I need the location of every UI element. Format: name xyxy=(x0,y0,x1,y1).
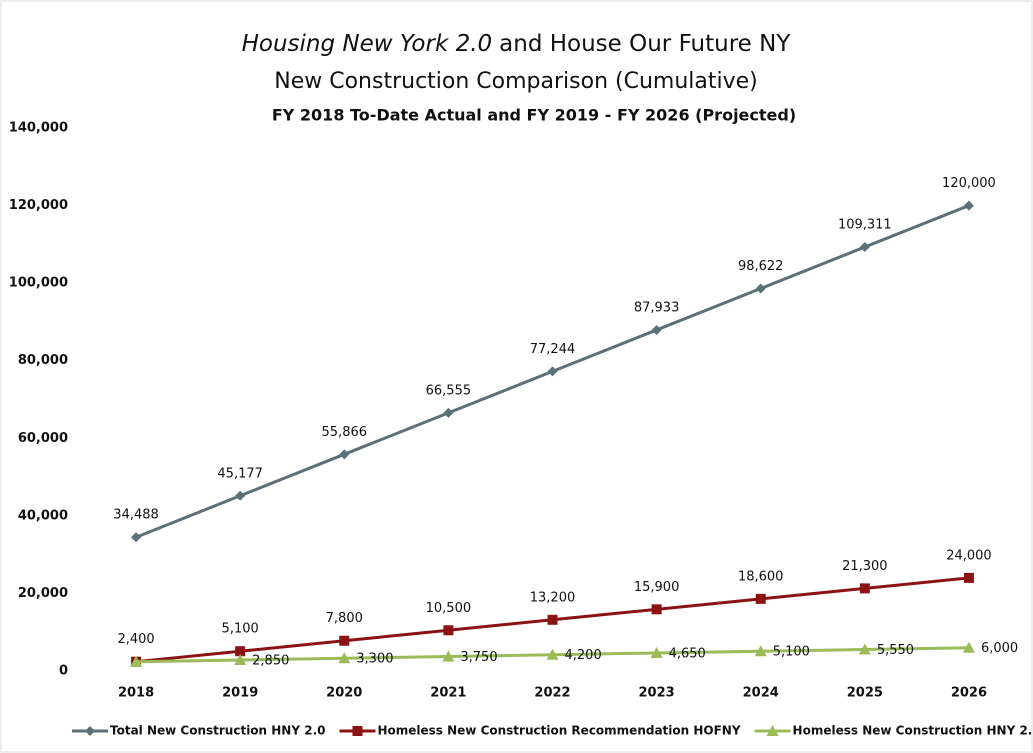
data-label: 120,000 xyxy=(942,176,996,191)
data-label: 4,200 xyxy=(565,648,602,663)
x-tick-label: 2026 xyxy=(951,686,987,701)
chart-title: Housing New York 2.0 and House Our Future… xyxy=(242,31,792,57)
data-label: 45,177 xyxy=(217,466,263,481)
marker xyxy=(443,407,454,418)
y-tick-label: 80,000 xyxy=(18,353,68,368)
marker xyxy=(859,242,870,253)
series: 34,488 45,177 55,866 66,555 77,244 87,933 98,6… xyxy=(113,176,996,543)
marker xyxy=(755,593,766,604)
marker xyxy=(442,650,455,662)
data-label: 3,300 xyxy=(356,652,393,667)
marker xyxy=(235,490,246,501)
marker xyxy=(962,641,975,653)
marker xyxy=(131,532,142,543)
y-tick-label: 140,000 xyxy=(9,121,68,136)
series: 2,850 3,300 3,750 4,200 4,650 5,100 5,550 6,000 xyxy=(130,641,1018,668)
data-label: 7,800 xyxy=(326,611,363,626)
y-tick-label: 40,000 xyxy=(18,508,68,523)
x-tick-label: 2019 xyxy=(222,686,258,701)
marker xyxy=(547,366,558,377)
x-tick-label: 2018 xyxy=(118,686,154,701)
marker xyxy=(858,643,871,655)
title-rest: and House Our Future NY xyxy=(499,31,791,57)
y-tick-label: 100,000 xyxy=(9,276,68,291)
data-label: 5,100 xyxy=(222,622,259,637)
data-label: 21,300 xyxy=(842,559,888,574)
title-italic: Housing New York 2.0 xyxy=(242,31,493,57)
marker xyxy=(443,625,454,636)
data-label: 2,400 xyxy=(117,632,154,647)
marker xyxy=(338,652,351,664)
marker xyxy=(651,324,662,335)
marker xyxy=(755,283,766,294)
x-tick-label: 2025 xyxy=(847,686,883,701)
y-tick-label: 20,000 xyxy=(18,586,68,601)
x-tick-label: 2024 xyxy=(743,686,779,701)
marker xyxy=(547,614,558,625)
marker xyxy=(235,646,246,657)
marker xyxy=(546,648,559,660)
x-tick-label: 2022 xyxy=(534,686,570,701)
y-tick-label: 0 xyxy=(59,664,68,679)
data-label: 55,866 xyxy=(322,425,368,440)
data-label: 15,900 xyxy=(634,580,680,595)
y-tick-label: 120,000 xyxy=(9,198,68,213)
series: 2,400 5,100 7,800 10,500 13,200 15,900 18,600 2… xyxy=(117,548,992,667)
data-label: 98,622 xyxy=(738,259,784,274)
data-label: 24,000 xyxy=(946,548,992,563)
data-label: 4,650 xyxy=(669,646,706,661)
legend-label: Homeless New Construction HNY 2.0 xyxy=(793,724,1033,738)
marker xyxy=(352,726,363,736)
chart-subtitle: New Construction Comparison (Cumulative) xyxy=(274,69,758,94)
legend-label: Total New Construction HNY 2.0 xyxy=(110,724,325,738)
x-tick-label: 2021 xyxy=(430,686,466,701)
marker xyxy=(339,449,350,460)
data-label: 13,200 xyxy=(530,590,576,605)
marker xyxy=(963,572,974,583)
data-label: 109,311 xyxy=(838,218,892,233)
data-label: 2,850 xyxy=(252,653,289,668)
x-tick-label: 2023 xyxy=(639,686,675,701)
marker xyxy=(85,726,95,736)
data-label: 6,000 xyxy=(981,641,1018,656)
marker xyxy=(650,646,663,658)
marker xyxy=(754,645,767,657)
chart-subtitle: FY 2018 To-Date Actual and FY 2019 - FY … xyxy=(272,106,796,125)
data-label: 18,600 xyxy=(738,569,784,584)
data-label: 5,550 xyxy=(877,643,914,658)
marker xyxy=(963,200,974,211)
marker xyxy=(651,604,662,615)
y-tick-label: 60,000 xyxy=(18,431,68,446)
data-label: 77,244 xyxy=(530,342,576,357)
marker xyxy=(859,583,870,594)
data-label: 87,933 xyxy=(634,300,680,315)
marker xyxy=(339,635,350,646)
data-label: 3,750 xyxy=(460,650,497,665)
x-tick-label: 2020 xyxy=(326,686,362,701)
data-label: 5,100 xyxy=(773,645,810,660)
legend-label: Homeless New Construction Recommendation… xyxy=(377,724,740,738)
data-label: 34,488 xyxy=(113,508,159,523)
data-label: 66,555 xyxy=(426,383,472,398)
marker xyxy=(234,653,247,665)
marker xyxy=(130,655,143,667)
marker xyxy=(766,725,779,736)
data-label: 10,500 xyxy=(426,601,472,616)
